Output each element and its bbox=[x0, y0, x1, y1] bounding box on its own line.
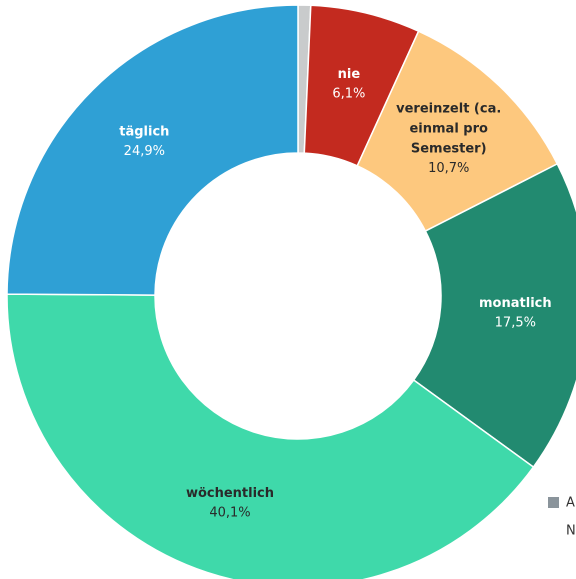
segment-label: nie bbox=[338, 67, 361, 82]
value-label: 6,1% bbox=[332, 87, 365, 102]
label-line: einmal pro bbox=[409, 121, 488, 136]
label-line: täglich bbox=[119, 124, 169, 139]
label-line: monatlich bbox=[479, 296, 552, 311]
segment-label: monatlich bbox=[479, 296, 552, 311]
label-line: wöchentlich bbox=[186, 486, 274, 501]
donut-segment bbox=[6, 4, 299, 296]
label-line: vereinzelt (ca. bbox=[396, 101, 501, 116]
legend-text: A bbox=[566, 496, 575, 511]
donut-segment bbox=[6, 293, 535, 579]
segment-label: vereinzelt (ca. einmal pro Semester) bbox=[396, 101, 501, 156]
value-label: 24,9% bbox=[124, 144, 165, 159]
value-label: 17,5% bbox=[495, 316, 536, 331]
label-line: nie bbox=[338, 67, 361, 82]
segment-label: wöchentlich bbox=[186, 486, 274, 501]
value-label: 40,1% bbox=[209, 506, 250, 521]
legend-swatch bbox=[548, 497, 559, 508]
legend-text: N bbox=[566, 524, 576, 539]
value-label: 10,7% bbox=[428, 161, 469, 176]
segment-label: täglich bbox=[119, 124, 169, 139]
donut-segment bbox=[412, 162, 576, 469]
label-line: Semester) bbox=[411, 141, 487, 156]
